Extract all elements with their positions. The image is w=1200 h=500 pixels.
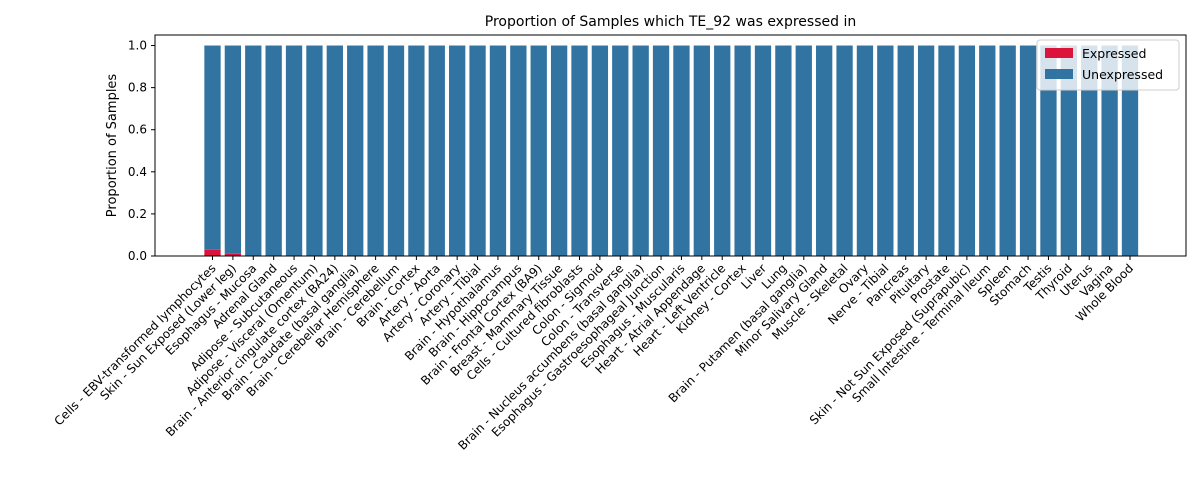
bar-unexpressed-43 bbox=[1081, 45, 1098, 256]
bar-unexpressed-18 bbox=[571, 45, 588, 256]
bar-unexpressed-25 bbox=[714, 45, 731, 256]
bar-unexpressed-8 bbox=[367, 45, 384, 256]
bar-unexpressed-4 bbox=[285, 45, 303, 256]
y-tick-label: 0.2 bbox=[128, 207, 147, 221]
bar-unexpressed-33 bbox=[877, 45, 894, 256]
bar-unexpressed-26 bbox=[734, 45, 751, 256]
bar-unexpressed-20 bbox=[612, 45, 629, 256]
bar-unexpressed-41 bbox=[1040, 45, 1057, 256]
y-tick-label: 0.0 bbox=[128, 249, 147, 263]
legend-label-unexpressed: Unexpressed bbox=[1082, 67, 1163, 82]
bar-unexpressed-39 bbox=[999, 45, 1016, 256]
y-axis: 0.0 0.2 0.4 0.6 0.8 1.0 bbox=[128, 39, 155, 263]
x-axis: Cells - EBV-transformed lymphocytesSkin … bbox=[52, 256, 1136, 453]
bar-unexpressed-0 bbox=[204, 45, 221, 250]
bar-unexpressed-23 bbox=[673, 45, 690, 256]
bar-unexpressed-3 bbox=[265, 45, 282, 256]
chart-title: Proportion of Samples which TE_92 was ex… bbox=[485, 14, 856, 30]
bar-unexpressed-16 bbox=[530, 45, 547, 256]
bar-unexpressed-13 bbox=[469, 45, 486, 256]
bar-unexpressed-7 bbox=[347, 45, 364, 256]
bar-unexpressed-2 bbox=[245, 45, 262, 256]
bar-unexpressed-42 bbox=[1060, 45, 1077, 256]
bar-unexpressed-1 bbox=[224, 45, 242, 254]
bar-unexpressed-12 bbox=[449, 45, 466, 256]
bar-unexpressed-19 bbox=[591, 45, 609, 256]
bar-unexpressed-29 bbox=[795, 45, 812, 256]
bar-unexpressed-45 bbox=[1121, 45, 1139, 256]
y-tick-label: 1.0 bbox=[128, 39, 147, 53]
bar-unexpressed-28 bbox=[775, 45, 792, 256]
bar-unexpressed-44 bbox=[1101, 45, 1118, 256]
y-tick-label: 0.8 bbox=[128, 81, 147, 95]
bar-unexpressed-17 bbox=[550, 45, 568, 256]
bar-unexpressed-38 bbox=[979, 45, 996, 256]
bar-unexpressed-10 bbox=[408, 45, 425, 256]
plot-area-frame bbox=[154, 34, 1187, 257]
bar-unexpressed-9 bbox=[387, 45, 405, 256]
bar-unexpressed-35 bbox=[917, 45, 935, 256]
bar-unexpressed-37 bbox=[958, 45, 976, 256]
y-axis-label: Proportion of Samples bbox=[105, 74, 120, 218]
y-tick-label: 0.6 bbox=[128, 123, 147, 137]
y-tick-label: 0.4 bbox=[128, 165, 147, 179]
bar-unexpressed-40 bbox=[1019, 45, 1037, 256]
bar-unexpressed-21 bbox=[632, 45, 649, 256]
bar-unexpressed-11 bbox=[428, 45, 445, 256]
bar-expressed-0 bbox=[204, 249, 221, 256]
legend-swatch-expressed bbox=[1045, 48, 1073, 58]
bar-unexpressed-15 bbox=[510, 45, 527, 256]
bar-unexpressed-5 bbox=[306, 45, 323, 256]
bar-unexpressed-30 bbox=[816, 45, 833, 256]
bar-unexpressed-6 bbox=[326, 45, 343, 256]
bar-unexpressed-34 bbox=[897, 45, 914, 256]
bar-unexpressed-32 bbox=[856, 45, 874, 256]
legend: Expressed Unexpressed bbox=[1036, 39, 1180, 91]
bar-unexpressed-31 bbox=[836, 45, 853, 256]
bar-expressed-1 bbox=[224, 253, 242, 256]
legend-swatch-unexpressed bbox=[1045, 69, 1073, 79]
bar-unexpressed-36 bbox=[938, 45, 955, 256]
bar-unexpressed-14 bbox=[489, 45, 507, 256]
legend-label-expressed: Expressed bbox=[1082, 46, 1146, 61]
bar-unexpressed-24 bbox=[693, 45, 710, 256]
bar-unexpressed-27 bbox=[754, 45, 772, 256]
bar-unexpressed-22 bbox=[652, 45, 670, 256]
bars-layer bbox=[204, 45, 1139, 256]
